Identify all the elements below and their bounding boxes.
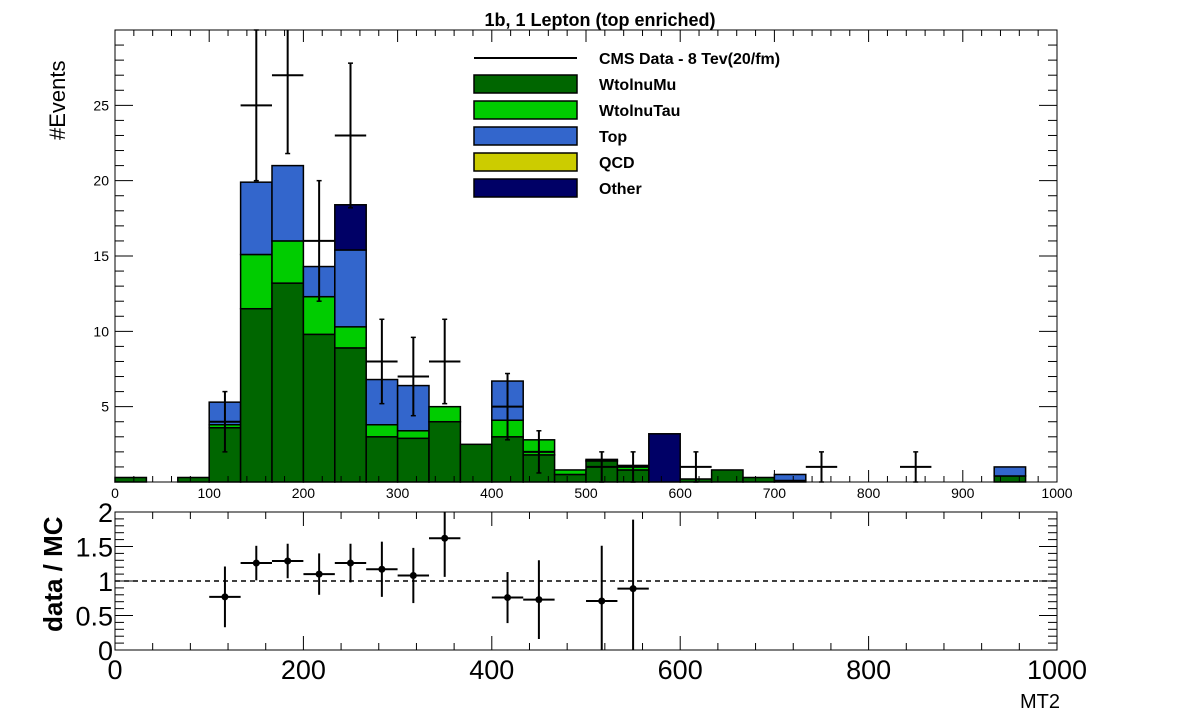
bar-top-4 [239,181,273,256]
bar-top-28 [993,466,1027,477]
legend-label-5: Other [599,181,642,198]
bottom-axes: 0 200 400 600 800 1000 0 0.5 1 1.5 2 [75,498,1087,685]
data-points [209,29,932,483]
ratio-point-4 [347,559,354,567]
x-tick-label-4: 400 [480,485,504,501]
bar-wtolnutau-6 [302,295,336,336]
bar-wtolnumu-4 [239,307,273,483]
ratio-y-tick-label-4: 2 [98,498,113,528]
ratio-x-tick-label-1: 200 [281,655,326,685]
bar-wtolnutau-7 [334,326,367,349]
bar-wtolnutau-14 [553,469,587,476]
x-axis-title: MT2 [1020,691,1060,713]
ratio-x-tick-label-4: 800 [846,655,891,685]
bar-wtolnumu-10 [428,420,462,483]
ratio-panel: 0 200 400 600 800 1000 0 0.5 1 1.5 2 data / MC MT2 [38,498,1087,713]
y-axis-title: #Events [45,61,70,141]
ratio-x-tick-label-0: 0 [107,655,122,685]
bar-top-7 [334,249,367,328]
y-tick-label-3: 20 [93,173,109,189]
bar-wtolnumu-8 [365,436,399,483]
ratio-point-3 [315,570,323,578]
bar-other-7 [334,204,367,251]
ratio-point-2 [284,557,292,565]
ratio-y-tick-label-2: 1 [98,567,113,597]
ratio-y-tick-label-0: 0 [98,636,113,666]
chart-title: 1b, 1 Lepton (top enriched) [484,10,715,30]
ratio-x-tick-label-3: 600 [658,655,703,685]
bar-top-5 [271,164,305,242]
top-panel-background [0,0,1181,500]
ratio-point-5 [378,565,386,573]
ratio-point-10 [598,597,606,605]
legend-swatch-2 [473,100,578,120]
legend-swatch-3 [473,126,578,146]
x-tick-label-3: 300 [386,485,410,501]
x-tick-label-0: 0 [111,485,119,501]
legend-swatch-5 [473,178,578,198]
bar-wtolnutau-4 [239,253,273,310]
legend-swatch-4 [473,152,578,172]
ratio-point-8 [504,594,512,602]
x-tick-label-10: 1000 [1041,485,1072,501]
ratio-x-tick-label-5: 1000 [1027,655,1087,685]
ratio-point-9 [535,596,543,604]
x-tick-label-8: 800 [857,485,881,501]
event-histogram-panel: 1b, 1 Lepton (top enriched) 0 100 200 300 40… [0,0,1181,501]
x-tick-label-5: 500 [574,485,598,501]
ratio-point-0 [221,593,229,601]
bar-wtolnumu-2 [177,476,210,483]
legend-label-2: WtolnuTau [599,103,680,120]
legend-swatch-1 [473,74,578,94]
bar-wtolnumu-9 [396,437,430,483]
bar-wtolnumu-6 [302,333,336,483]
bar-wtolnutau-10 [428,405,462,423]
bar-wtolnumu-7 [334,347,367,483]
legend-label-1: WtolnuMu [599,77,676,94]
x-tick-label-2: 200 [292,485,316,501]
bar-wtolnumu-19 [710,469,744,483]
bar-top-21 [773,473,807,482]
y-tick-label-2: 15 [93,248,109,264]
bar-wtolnumu-11 [459,443,493,483]
legend-label-0: CMS Data - 8 Tev(20/fm) [599,51,780,68]
legend: CMS Data - 8 Tev(20/fm) WtolnuMu WtolnuTau… [473,51,780,198]
y-tick-label-4: 25 [93,97,109,113]
x-tick-label-6: 600 [669,485,693,501]
ratio-y-tick-label-1: 0.5 [75,602,113,632]
bar-wtolnutau-5 [271,240,305,284]
legend-label-3: Top [599,129,627,146]
bar-wtolnutau-8 [365,423,399,438]
x-tick-label-7: 700 [763,485,787,501]
y-tick-label-1: 10 [93,323,109,339]
bar-wtolnumu-0 [114,476,148,483]
ratio-point-6 [409,571,417,579]
y-tick-label-0: 5 [101,399,109,415]
x-tick-label-1: 100 [198,485,222,501]
ratio-point-7 [441,534,449,542]
bar-other-17 [648,433,681,483]
bar-wtolnumu-20 [742,476,776,483]
x-tick-label-9: 900 [951,485,975,501]
bar-wtolnumu-5 [271,282,305,483]
ratio-point-1 [252,559,260,567]
legend-label-4: QCD [599,155,635,172]
top-axes: 0 100 200 300 400 500 600 700 800 900 1000 5 10 15 20 2… [93,30,1073,501]
ratio-point-11 [629,585,637,593]
ratio-axis-title: data / MC [38,516,68,632]
ratio-y-tick-label-3: 1.5 [75,533,113,563]
ratio-points [209,512,649,650]
ratio-x-tick-label-2: 400 [469,655,514,685]
bar-wtolnumu-28 [993,475,1027,483]
stacked-bars [114,164,1027,483]
bar-wtolnutau-9 [396,430,430,440]
bar-wtolnumu-14 [553,473,587,483]
bar-wtolnumu-12 [491,436,524,483]
